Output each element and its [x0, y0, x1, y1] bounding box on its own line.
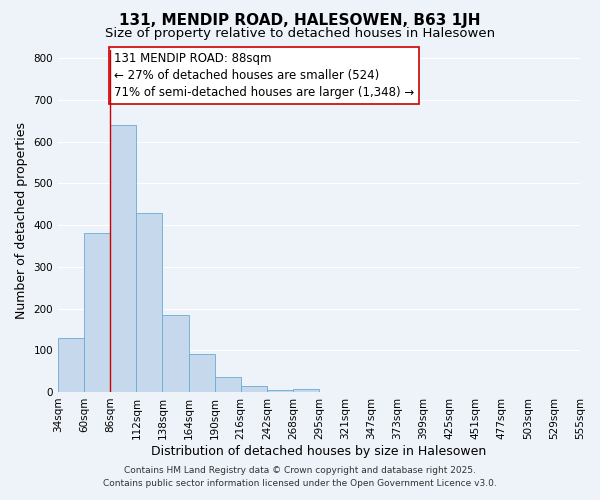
Bar — [136, 212, 163, 392]
Text: Contains HM Land Registry data © Crown copyright and database right 2025.
Contai: Contains HM Land Registry data © Crown c… — [103, 466, 497, 487]
Bar — [241, 386, 267, 392]
X-axis label: Distribution of detached houses by size in Halesowen: Distribution of detached houses by size … — [151, 444, 487, 458]
Text: 131 MENDIP ROAD: 88sqm
← 27% of detached houses are smaller (524)
71% of semi-de: 131 MENDIP ROAD: 88sqm ← 27% of detached… — [114, 52, 415, 99]
Bar — [58, 338, 84, 392]
Bar — [293, 389, 319, 392]
Bar — [84, 234, 110, 392]
Bar — [163, 315, 188, 392]
Bar — [267, 390, 293, 392]
Text: 131, MENDIP ROAD, HALESOWEN, B63 1JH: 131, MENDIP ROAD, HALESOWEN, B63 1JH — [119, 12, 481, 28]
Y-axis label: Number of detached properties: Number of detached properties — [15, 122, 28, 320]
Bar — [215, 378, 241, 392]
Bar — [188, 354, 215, 392]
Text: Size of property relative to detached houses in Halesowen: Size of property relative to detached ho… — [105, 28, 495, 40]
Bar — [110, 125, 136, 392]
